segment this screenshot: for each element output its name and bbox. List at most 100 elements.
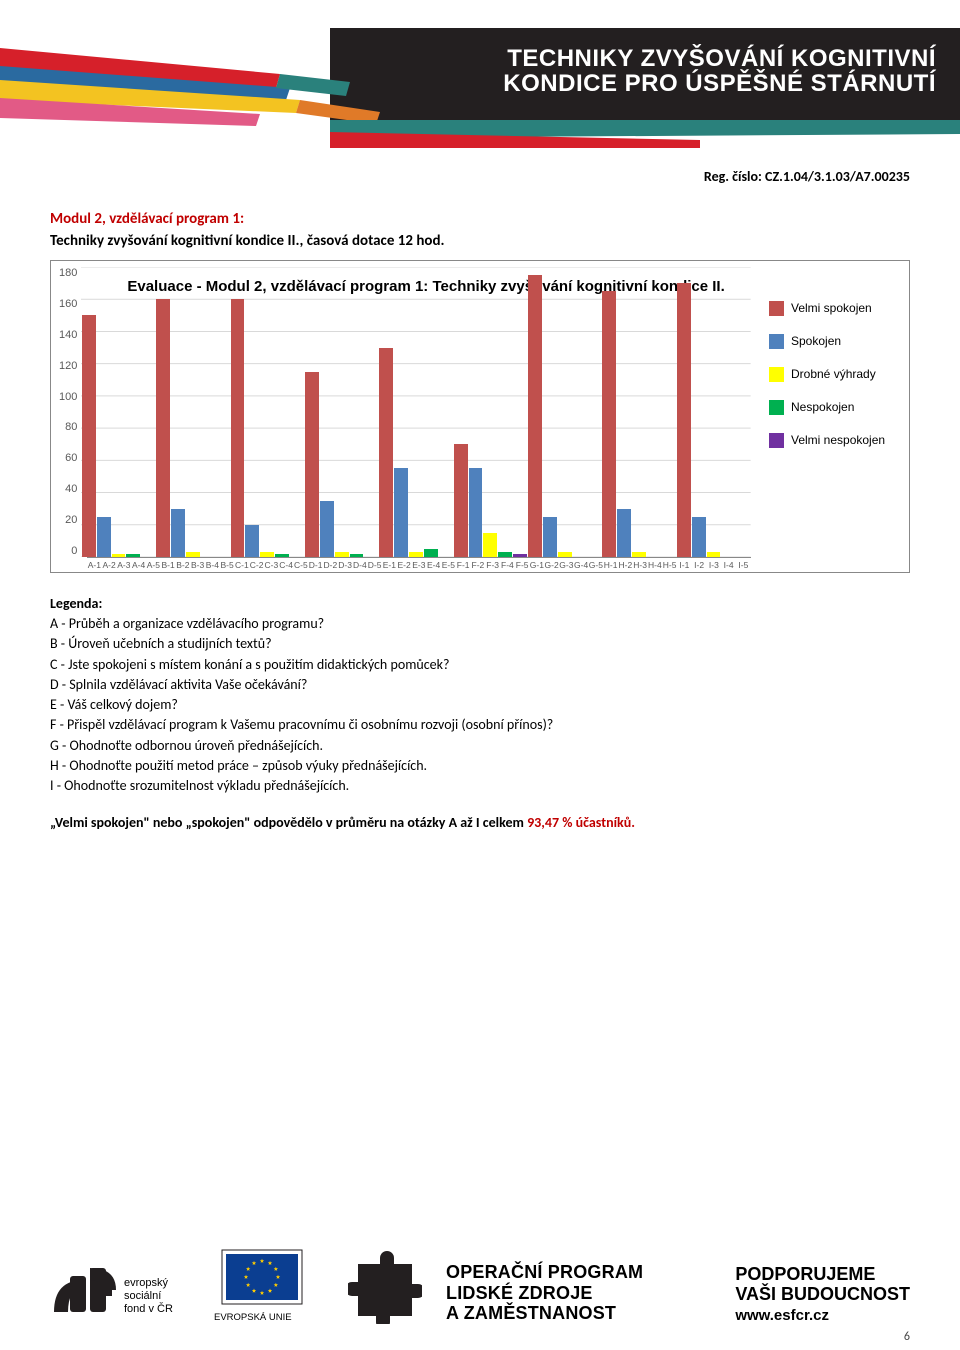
footer: evropský sociální fond v ČR EVROPSKÁ UNI…	[50, 1246, 910, 1324]
support-block: PODPORUJEME VAŠI BUDOUCNOST www.esfcr.cz	[735, 1264, 910, 1324]
bar-C-1	[231, 299, 245, 557]
bar-C-4	[275, 554, 289, 557]
op-line3: A ZAMĚSTNANOST	[446, 1303, 643, 1324]
xlabel: D-2	[323, 558, 338, 570]
module-subtitle: Techniky zvyšování kognitivní kondice II…	[50, 232, 910, 250]
legend-swatch	[769, 301, 784, 316]
xlabel: G-2	[544, 558, 559, 570]
xlabel: E-3	[412, 558, 427, 570]
legend-label: Nespokojen	[791, 400, 854, 414]
evaluation-chart: 180160140120100806040200 Evaluace - Modu…	[50, 260, 910, 573]
xlabel: G-1	[530, 558, 545, 570]
bar-E-3	[409, 552, 423, 557]
xlabel: B-4	[205, 558, 220, 570]
xlabel: C-2	[249, 558, 264, 570]
ytick: 180	[59, 267, 77, 279]
bar-D-2	[320, 501, 334, 557]
bar-D-3	[335, 552, 349, 557]
support-line1: PODPORUJEME	[735, 1264, 910, 1285]
footer-url: www.esfcr.cz	[735, 1307, 910, 1324]
bar-A-4	[126, 554, 140, 557]
legend-item: Drobné výhrady	[769, 367, 901, 382]
bar-F-4	[498, 552, 512, 557]
xlabel: C-3	[264, 558, 279, 570]
bar-H-1	[602, 291, 616, 557]
bar-D-4	[350, 554, 364, 557]
chart-plot-area: Evaluace - Modul 2, vzdělávací program 1…	[81, 267, 751, 557]
banner-title: TECHNIKY ZVYŠOVÁNÍ KOGNITIVNÍ KONDICE PR…	[503, 46, 936, 96]
xlabel: H-5	[662, 558, 677, 570]
xlabel: D-1	[308, 558, 323, 570]
legend-item: Velmi nespokojen	[769, 433, 901, 448]
header-banner: TECHNIKY ZVYŠOVÁNÍ KOGNITIVNÍ KONDICE PR…	[0, 28, 960, 148]
bar-E-2	[394, 468, 408, 557]
eu-logo: EVROPSKÁ UNIE	[214, 1246, 324, 1324]
bar-G-2	[543, 517, 557, 557]
chart-yaxis: 180160140120100806040200	[59, 267, 81, 557]
xlabel: B-5	[220, 558, 235, 570]
xlabel: F-2	[471, 558, 486, 570]
xlabel: G-5	[589, 558, 604, 570]
xlabel: I-2	[692, 558, 707, 570]
xlabel: E-5	[441, 558, 456, 570]
legend-label: Drobné výhrady	[791, 367, 876, 381]
xlabel: B-2	[176, 558, 191, 570]
ytick: 140	[59, 329, 77, 341]
bar-C-3	[260, 552, 274, 557]
op-line2: LIDSKÉ ZDROJE	[446, 1283, 643, 1304]
support-line2: VAŠI BUDOUCNOST	[735, 1284, 910, 1305]
legenda-item: H - Ohodnoťte použití metod práce – způs…	[50, 756, 910, 776]
xlabel: D-3	[338, 558, 353, 570]
xlabel: E-2	[397, 558, 412, 570]
xlabel: I-1	[677, 558, 692, 570]
module-heading: Modul 2, vzdělávací program 1:	[50, 210, 910, 228]
puzzle-icon	[348, 1246, 422, 1324]
bar-C-2	[245, 525, 259, 557]
svg-text:evropský: evropský	[124, 1277, 169, 1289]
xlabel: F-3	[485, 558, 500, 570]
legenda-item: B - Úroveň učebních a studijních textů?	[50, 634, 910, 654]
legend-label: Velmi nespokojen	[791, 433, 885, 447]
xlabel: D-5	[367, 558, 382, 570]
legenda-item: G - Ohodnoťte odbornou úroveň přednášejí…	[50, 736, 910, 756]
svg-text:sociální: sociální	[124, 1290, 161, 1302]
legenda-item: D - Splnila vzdělávací aktivita Vaše oče…	[50, 675, 910, 695]
legenda-block: Legenda: A - Průběh a organizace vzděláv…	[50, 595, 910, 797]
xlabel: I-3	[707, 558, 722, 570]
bar-A-2	[97, 517, 111, 557]
xlabel: E-4	[426, 558, 441, 570]
xlabel: F-4	[500, 558, 515, 570]
xlabel: I-5	[736, 558, 751, 570]
summary-pct: 93,47 % účastníků.	[527, 814, 635, 831]
bar-B-3	[186, 552, 200, 557]
svg-text:fond v ČR: fond v ČR	[124, 1302, 173, 1315]
summary-line: „Velmi spokojen" nebo „spokojen" odpověd…	[50, 813, 910, 833]
legend-item: Velmi spokojen	[769, 301, 901, 316]
ytick: 40	[65, 483, 77, 495]
xlabel: H-1	[603, 558, 618, 570]
legend-swatch	[769, 433, 784, 448]
bar-B-2	[171, 509, 185, 557]
xlabel: B-1	[161, 558, 176, 570]
ytick: 80	[65, 421, 77, 433]
legenda-item: I - Ohodnoťte srozumitelnost výkladu pře…	[50, 776, 910, 796]
svg-text:EVROPSKÁ UNIE: EVROPSKÁ UNIE	[214, 1312, 292, 1323]
bar-G-1	[528, 275, 542, 557]
xlabel: G-3	[559, 558, 574, 570]
page-number: 6	[904, 1330, 910, 1344]
xlabel: C-5	[294, 558, 309, 570]
xlabel: H-3	[633, 558, 648, 570]
chart-xaxis: A-1A-2A-3A-4A-5B-1B-2B-3B-4B-5C-1C-2C-3C…	[87, 557, 751, 570]
bar-H-2	[617, 509, 631, 557]
xlabel: B-3	[190, 558, 205, 570]
xlabel: G-4	[574, 558, 589, 570]
xlabel: A-3	[117, 558, 132, 570]
programme-name: OPERAČNÍ PROGRAM LIDSKÉ ZDROJE A ZAMĚSTN…	[446, 1262, 643, 1324]
legenda-item: E - Váš celkový dojem?	[50, 695, 910, 715]
bar-F-2	[469, 468, 483, 557]
ytick: 60	[65, 452, 77, 464]
bar-A-1	[82, 315, 96, 557]
bar-I-1	[677, 283, 691, 557]
xlabel: F-5	[515, 558, 530, 570]
xlabel: D-4	[353, 558, 368, 570]
